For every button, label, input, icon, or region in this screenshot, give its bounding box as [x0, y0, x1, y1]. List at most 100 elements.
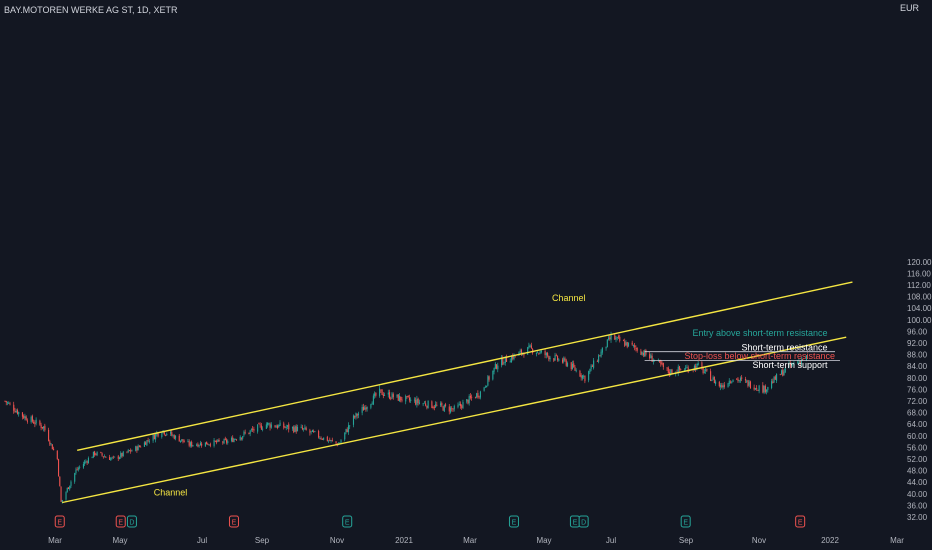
earnings-marker[interactable]: E	[342, 515, 353, 528]
candle-body	[118, 457, 121, 460]
candle-body	[226, 439, 228, 443]
candle-body	[783, 371, 785, 376]
candle-body	[448, 406, 450, 412]
event-marker-box	[508, 515, 519, 528]
candle-body	[502, 357, 504, 365]
lower-channel-line[interactable]	[62, 336, 847, 504]
candle-body	[365, 407, 367, 410]
candle-body	[497, 365, 499, 370]
candle-body	[652, 360, 654, 362]
dividend-marker[interactable]: D	[578, 515, 589, 528]
y-tick-label: 40.00	[907, 490, 928, 499]
candle-body	[583, 376, 585, 377]
event-marker-label: E	[512, 520, 517, 527]
candle-body	[468, 396, 470, 404]
candle-body	[354, 416, 356, 418]
candle-body	[788, 362, 790, 368]
candle-body	[314, 431, 316, 433]
candle-body	[153, 434, 155, 440]
candle-body	[109, 456, 111, 460]
candle-body	[757, 389, 759, 391]
candle-body	[535, 353, 537, 354]
candle-body	[257, 424, 259, 432]
earnings-marker[interactable]: E	[115, 515, 126, 528]
candle-body	[355, 412, 357, 418]
y-tick-label: 60.00	[907, 432, 928, 441]
candle-body	[718, 381, 720, 387]
candle-body	[361, 407, 363, 413]
earnings-marker[interactable]: E	[680, 515, 691, 528]
candle-body	[300, 426, 302, 428]
candle-body	[277, 425, 279, 429]
candle-body	[165, 434, 167, 436]
candle-body	[396, 394, 398, 397]
candle-body	[259, 424, 261, 426]
ticker-label: BAY.MOTOREN WERKE AG ST, 1D, XETR	[4, 5, 178, 15]
candle-body	[120, 453, 122, 458]
candle-body	[466, 399, 468, 402]
candle-body	[67, 487, 70, 489]
candle-body	[357, 413, 360, 416]
annotation-label: Short-term resistance	[742, 342, 828, 352]
candle-body	[599, 355, 601, 357]
candle-body	[240, 437, 243, 439]
candle-body	[580, 375, 582, 378]
earnings-marker[interactable]: E	[569, 515, 580, 528]
candle-body	[65, 492, 67, 500]
candle-body	[285, 427, 287, 429]
candle-body	[695, 366, 697, 370]
event-marker-label: D	[129, 520, 134, 527]
earnings-marker[interactable]: E	[795, 515, 806, 528]
candle-body	[170, 431, 172, 434]
candle-body	[772, 381, 774, 384]
candle-body	[85, 461, 87, 463]
event-marker-box	[115, 515, 126, 528]
earnings-marker[interactable]: E	[54, 515, 65, 528]
candle-body	[462, 402, 464, 409]
candle-body	[295, 426, 297, 432]
candle-body	[127, 450, 129, 452]
candle-body	[258, 423, 260, 425]
candle-body	[249, 430, 251, 434]
earnings-marker[interactable]: E	[508, 515, 519, 528]
candle-body	[720, 385, 722, 388]
candle-body	[311, 429, 313, 432]
candle-body	[161, 433, 163, 437]
candle-body	[371, 403, 373, 405]
y-tick-label: 52.00	[907, 455, 928, 464]
dividend-marker[interactable]: D	[126, 515, 137, 528]
event-marker-box	[795, 515, 806, 528]
candle-body	[766, 389, 768, 392]
candle-body	[636, 347, 638, 351]
x-tick-label: 2021	[395, 536, 413, 545]
candle-body	[557, 356, 559, 361]
candle-body	[9, 403, 11, 405]
candle-body	[614, 335, 616, 340]
candle-body	[739, 378, 742, 381]
candle-body	[92, 451, 94, 458]
candle-body	[641, 352, 643, 355]
candle-body	[104, 456, 106, 458]
candle-body	[610, 334, 612, 340]
candle-body	[721, 385, 723, 388]
candle-body	[800, 359, 803, 365]
candle-body	[95, 454, 97, 456]
candle-body	[527, 347, 529, 355]
candle-body	[192, 445, 194, 447]
candle-body	[736, 378, 738, 380]
candle-body	[440, 403, 442, 406]
candle-body	[207, 444, 209, 446]
candle-body	[234, 439, 236, 440]
candle-body	[49, 441, 51, 445]
candle-body	[715, 381, 717, 384]
candle-body	[25, 416, 27, 421]
earnings-marker[interactable]: E	[228, 515, 239, 528]
upper-channel-line[interactable]	[77, 281, 853, 451]
candle-body	[445, 404, 447, 406]
candle-body	[293, 427, 295, 433]
candle-body	[741, 377, 743, 379]
candle-body	[588, 371, 590, 381]
candle-body	[702, 367, 704, 374]
y-tick-label: 100.00	[907, 316, 932, 325]
